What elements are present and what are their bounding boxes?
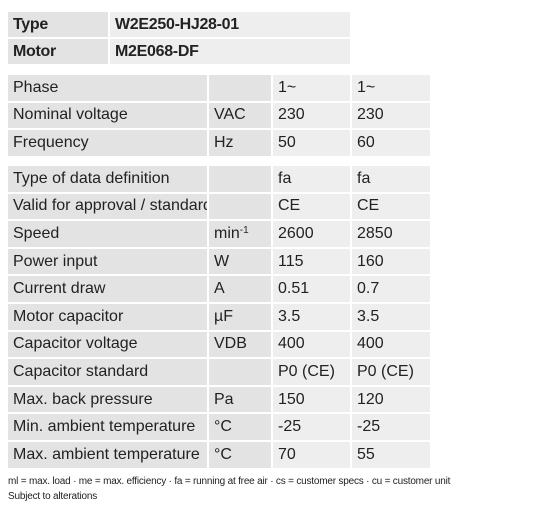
param-value-2: P0 (CE) <box>352 359 430 385</box>
param-label: Capacitor standard <box>8 359 207 385</box>
param-label: Type of data definition <box>8 166 207 192</box>
param-unit: VAC <box>209 102 271 128</box>
param-value-1: 1~ <box>273 75 350 101</box>
param-value-1: 230 <box>273 102 350 128</box>
param-value-2: 1~ <box>352 75 430 101</box>
param-unit <box>209 359 271 385</box>
param-label: Motor capacitor <box>8 304 207 330</box>
param-label: Min. ambient temperature <box>8 414 207 440</box>
param-value-2: 3.5 <box>352 304 430 330</box>
param-value-1: CE <box>273 193 350 220</box>
param-value-1: 70 <box>273 442 350 468</box>
param-value-2: fa <box>352 166 430 192</box>
unit-superscript: -1 <box>239 225 249 237</box>
footer-legend: ml = max. load · me = max. efficiency · … <box>8 476 451 487</box>
param-label: Speed <box>8 221 207 247</box>
param-value-2: 55 <box>352 442 430 468</box>
param-label: Max. ambient temperature <box>8 442 207 468</box>
param-value-2: 230 <box>352 102 430 128</box>
param-unit: VDB <box>209 331 271 358</box>
param-value-1: 3.5 <box>273 304 350 330</box>
param-value-2: 400 <box>352 331 430 358</box>
param-value-1: 50 <box>273 130 350 156</box>
param-label: Power input <box>8 248 207 275</box>
param-value-2: 2850 <box>352 221 430 247</box>
param-value-1: fa <box>273 166 350 192</box>
param-value-2: -25 <box>352 414 430 440</box>
param-value-1: 150 <box>273 386 350 413</box>
param-value-1: 400 <box>273 331 350 358</box>
param-label: Current draw <box>8 276 207 302</box>
param-label: Capacitor voltage <box>8 331 207 358</box>
header-value: W2E250-HJ28-01 <box>110 12 350 37</box>
footer-note: Subject to alterations <box>8 491 97 502</box>
header-label: Type <box>8 12 108 37</box>
param-unit: Hz <box>209 130 271 156</box>
param-value-1: -25 <box>273 414 350 440</box>
param-value-1: P0 (CE) <box>273 359 350 385</box>
param-unit <box>209 166 271 192</box>
param-unit <box>209 75 271 101</box>
header-value: M2E068-DF <box>110 39 350 64</box>
unit-text: min <box>214 224 240 242</box>
param-unit: A <box>209 276 271 302</box>
param-label: Max. back pressure <box>8 386 207 413</box>
param-value-1: 0.51 <box>273 276 350 302</box>
param-value-2: 120 <box>352 386 430 413</box>
param-unit: °C <box>209 442 271 468</box>
param-unit: min -1 <box>209 221 271 247</box>
param-unit <box>209 193 271 220</box>
param-value-2: 0.7 <box>352 276 430 302</box>
param-unit: Pa <box>209 386 271 413</box>
param-value-2: 60 <box>352 130 430 156</box>
param-label: Nominal voltage <box>8 102 207 128</box>
param-unit: µF <box>209 304 271 330</box>
param-unit: W <box>209 248 271 275</box>
param-unit: °C <box>209 414 271 440</box>
param-label: Frequency <box>8 130 207 156</box>
param-value-2: CE <box>352 193 430 220</box>
param-label: Phase <box>8 75 207 101</box>
param-label: Valid for approval / standard <box>8 193 207 220</box>
header-label: Motor <box>8 39 108 64</box>
param-value-1: 2600 <box>273 221 350 247</box>
param-value-2: 160 <box>352 248 430 275</box>
param-value-1: 115 <box>273 248 350 275</box>
